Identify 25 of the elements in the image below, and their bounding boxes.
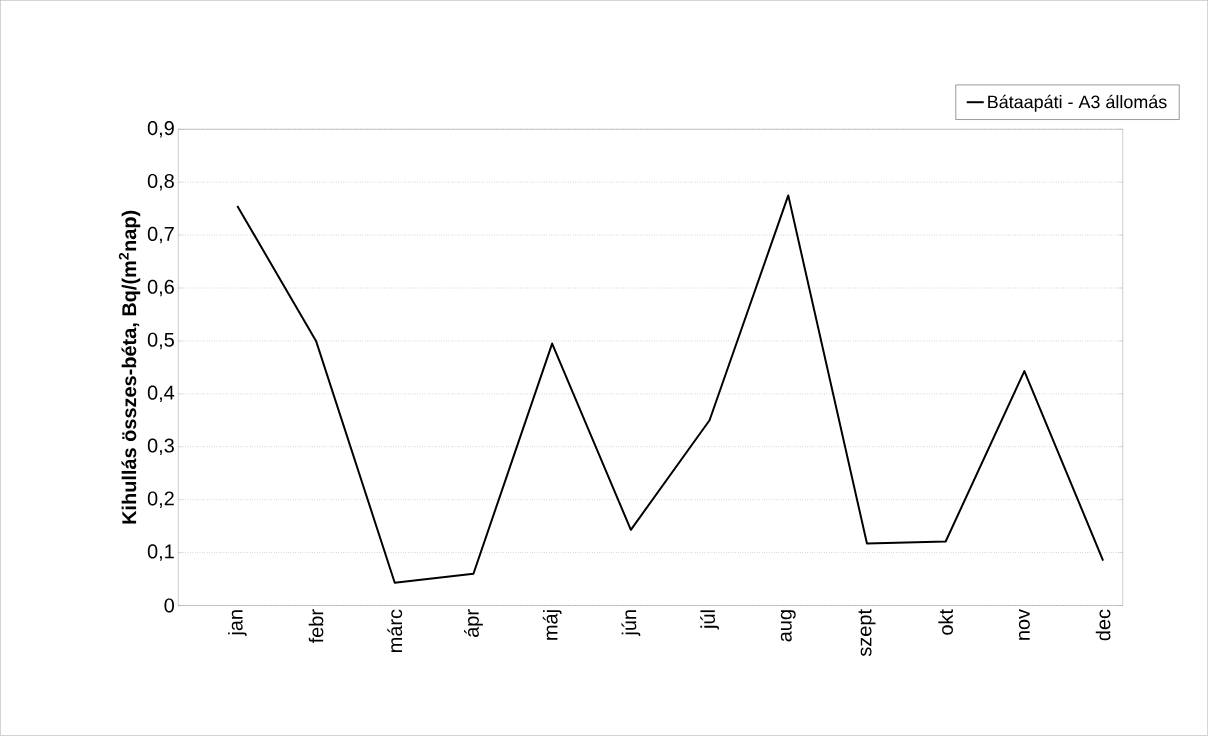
y-axis-title: Kihullás összes-béta, Bq/(m$^{2}$nap) [118,210,141,524]
y-tick-label: 0,7 [147,226,174,244]
x-tick-label: jan [228,610,247,637]
y-tick-label: 0,2 [147,491,174,509]
y-tick-label: 0,5 [147,332,174,350]
x-tick-label: szept [858,609,876,657]
x-tick-label: febr [308,609,324,644]
y-tick-label: 0 [164,598,174,613]
y-tick-label: 0,4 [147,385,175,403]
y-tick-label: 0,6 [147,279,174,297]
x-tick-label: ápr [464,609,483,638]
y-tick-label: 0,1 [147,544,174,561]
x-tick-label: márc [387,609,403,653]
x-tick-label: júl [700,610,719,630]
y-tick-label: 0,8 [147,174,174,191]
line-series [236,194,1105,584]
x-tick-label: nov [1018,609,1030,640]
x-tick-label: dec [1095,609,1111,641]
x-tick-label: aug [780,610,796,642]
x-tick-label: okt [938,609,953,635]
y-tick-label: 0,9 [147,121,174,138]
legend-label: Bátaapáti - A3 állomás [988,94,1167,112]
x-tick-label: jún [621,610,641,637]
y-tick-label: 0,3 [147,438,174,456]
x-tick-label: máj [542,610,562,640]
